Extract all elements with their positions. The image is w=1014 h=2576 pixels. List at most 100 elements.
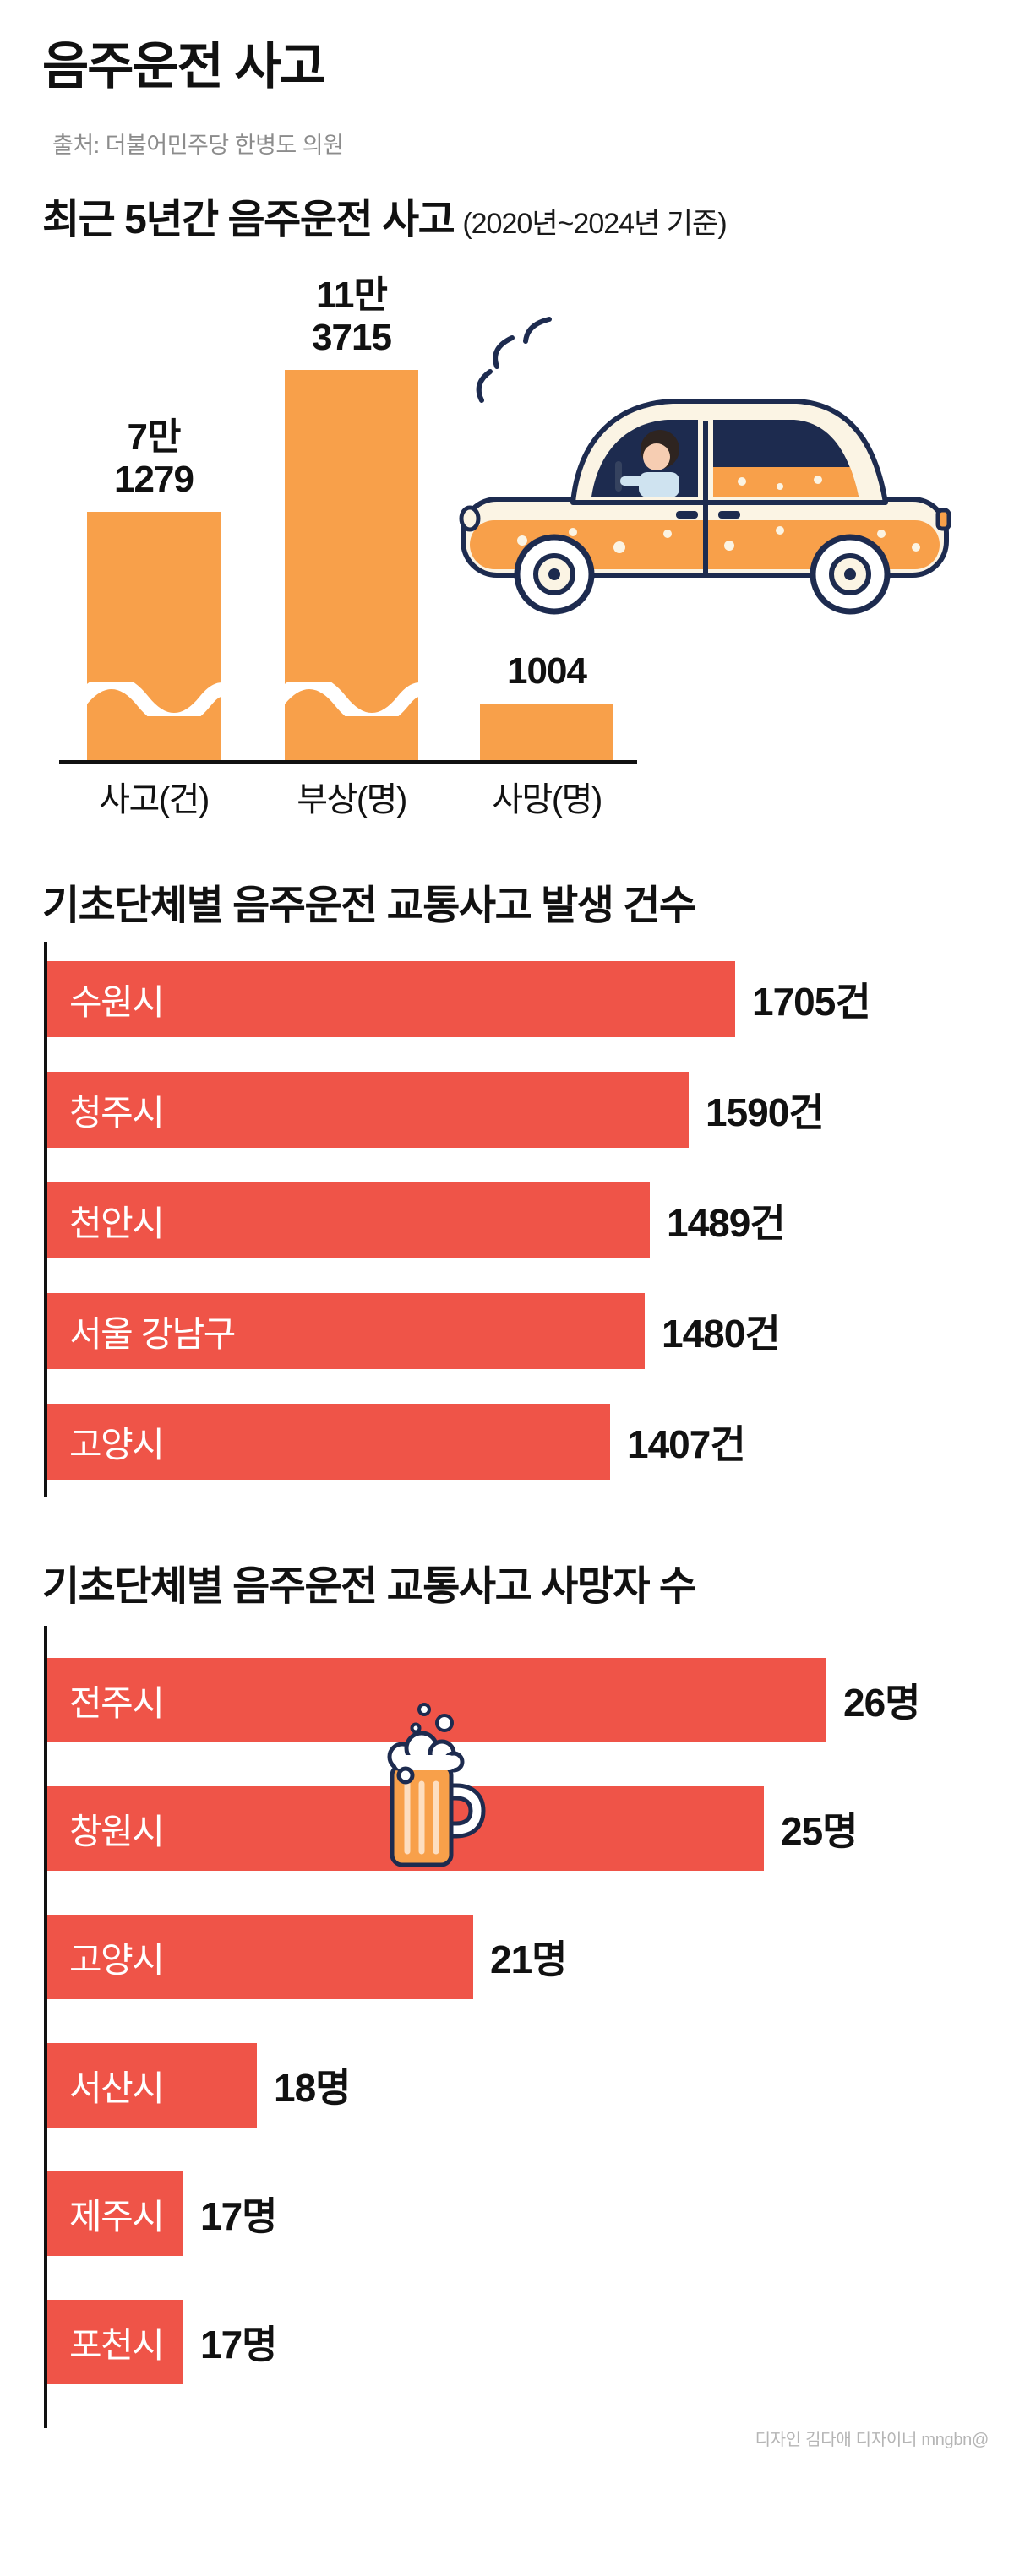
bar-category-label: 사망(명) xyxy=(492,781,602,818)
bar-value: 25명 xyxy=(781,1809,858,1853)
bar-category-label: 수원시 xyxy=(69,981,165,1022)
section1-heading: 최근 5년간 음주운전 사고 (2020년~2024년 기준) xyxy=(42,186,728,245)
driver-shirt xyxy=(639,472,679,497)
bar-value: 17명 xyxy=(200,2194,277,2238)
section2-heading: 기초단체별 음주운전 교통사고 발생 건수 xyxy=(42,883,696,928)
bar-value: 17명 xyxy=(200,2323,277,2367)
motion-line xyxy=(493,335,515,369)
section1-subtitle: (2020년~2024년 기준) xyxy=(462,208,727,240)
axis-break-wave xyxy=(87,682,221,716)
bar-column: 11만 3715 부상(명) xyxy=(285,253,418,818)
bar: 제주시 xyxy=(47,2171,183,2256)
bar-value: 18명 xyxy=(274,2066,351,2110)
bar-value-line: 11만 xyxy=(315,274,388,317)
bar-category-label: 제주시 xyxy=(69,2196,165,2236)
door-handle xyxy=(718,511,740,519)
headlight xyxy=(459,505,481,532)
bar-value: 1590건 xyxy=(706,1090,825,1134)
bar: 고양시 xyxy=(47,1915,473,1999)
bar: 서울 강남구 xyxy=(47,1293,645,1369)
motion-line xyxy=(476,369,493,403)
bar-row: 서산시 18명 xyxy=(47,2043,351,2128)
designer-credit: 디자인 김다애 디자이너 mngbn@ xyxy=(755,2431,989,2449)
bar-row: 서울 강남구 1480건 xyxy=(47,1293,781,1369)
bar-value: 1705건 xyxy=(752,980,871,1024)
bar xyxy=(480,704,613,760)
bar-category-label: 천안시 xyxy=(69,1203,165,1243)
bar xyxy=(87,512,221,760)
bar-value: 1407건 xyxy=(627,1422,746,1466)
beer-liquid-window xyxy=(713,467,859,497)
bar-value-line: 1004 xyxy=(507,649,587,692)
bar: 고양시 xyxy=(47,1404,610,1480)
bubble xyxy=(417,1703,431,1716)
bar-value: 26명 xyxy=(843,1681,920,1725)
bar-value: 21명 xyxy=(490,1937,567,1981)
bar-row: 전주시 26명 xyxy=(47,1658,920,1742)
bar-category-label: 사고(건) xyxy=(99,781,210,818)
bar-category-label: 고양시 xyxy=(69,1424,165,1465)
bar-category-label: 전주시 xyxy=(69,1682,165,1723)
bar-column: 7만 1279 사고(건) xyxy=(87,253,221,818)
driver-face xyxy=(643,443,670,470)
bar-column: 1004 사망(명) xyxy=(480,253,613,818)
beer-mug-illustration xyxy=(387,1703,486,1867)
bar-row: 고양시 1407건 xyxy=(47,1404,746,1480)
bar-value: 1489건 xyxy=(667,1201,786,1245)
bar-row: 수원시 1705건 xyxy=(47,961,871,1037)
bar-category-label: 고양시 xyxy=(69,1939,165,1980)
bar-value: 1480건 xyxy=(662,1312,781,1356)
bar-chart-deaths-by-city: 전주시 26명 창원시 25명 고양시 21명 서산시 18명 제주시 17명 포천시 17명 xyxy=(0,1626,1014,2479)
bar: 서산시 xyxy=(47,2043,257,2128)
bubble xyxy=(435,1714,454,1732)
bar: 포천시 xyxy=(47,2300,183,2384)
car-illustration xyxy=(459,317,951,615)
foam-drip xyxy=(396,1766,415,1785)
door-handle xyxy=(676,511,698,519)
bar-value-label: 11만 3715 xyxy=(312,274,392,358)
bar: 청주시 xyxy=(47,1072,689,1148)
bar-category-label: 포천시 xyxy=(69,2324,165,2365)
bar-category-label: 서산시 xyxy=(69,2068,165,2108)
glass-stripes xyxy=(404,1780,439,1855)
page-title: 음주운전 사고 xyxy=(42,38,326,95)
bar-row: 포천시 17명 xyxy=(47,2300,277,2384)
driver-arm xyxy=(620,476,647,486)
bar-value-label: 1004 xyxy=(507,649,587,692)
bar-value-line: 7만 xyxy=(127,416,182,459)
bar-row: 천안시 1489건 xyxy=(47,1182,786,1258)
bubble xyxy=(410,1722,422,1734)
bar: 전주시 xyxy=(47,1658,826,1742)
bar-value-line: 1279 xyxy=(114,458,194,500)
axis-break-wave xyxy=(285,682,418,716)
foam-base xyxy=(395,1755,456,1770)
y-axis-line xyxy=(44,1626,47,2428)
bar: 수원시 xyxy=(47,961,735,1037)
bar xyxy=(285,370,418,760)
rear-wheel xyxy=(810,534,891,615)
bar-row: 고양시 21명 xyxy=(47,1915,567,1999)
beer-bubbles-window xyxy=(738,476,822,490)
bar-chart-5yr-accidents: 7만 1279 사고(건) 11만 3715 부상(명) 1004 사망(명) xyxy=(0,253,1014,845)
bar-category-label: 창원시 xyxy=(69,1811,165,1851)
section1-title: 최근 5년간 음주운전 사고 xyxy=(42,198,455,242)
source-credit: 출처: 더불어민주당 한병도 의원 xyxy=(52,133,344,158)
bar-value-label: 7만 1279 xyxy=(114,416,194,500)
bar-row: 제주시 17명 xyxy=(47,2171,277,2256)
bar-row: 청주시 1590건 xyxy=(47,1072,825,1148)
mug-handle xyxy=(449,1783,486,1839)
motion-line xyxy=(523,317,552,344)
bar-value-line: 3715 xyxy=(312,316,392,358)
x-axis-line xyxy=(59,760,637,764)
bar-category-label: 부상(명) xyxy=(297,781,407,818)
section3-heading: 기초단체별 음주운전 교통사고 사망자 수 xyxy=(42,1564,696,1609)
bar: 천안시 xyxy=(47,1182,650,1258)
bar-category-label: 서울 강남구 xyxy=(69,1313,236,1354)
bar-category-label: 청주시 xyxy=(69,1092,165,1133)
steering-wheel xyxy=(615,461,622,492)
y-axis-line xyxy=(44,942,47,1497)
taillight xyxy=(935,508,951,531)
front-wheel xyxy=(514,534,595,615)
